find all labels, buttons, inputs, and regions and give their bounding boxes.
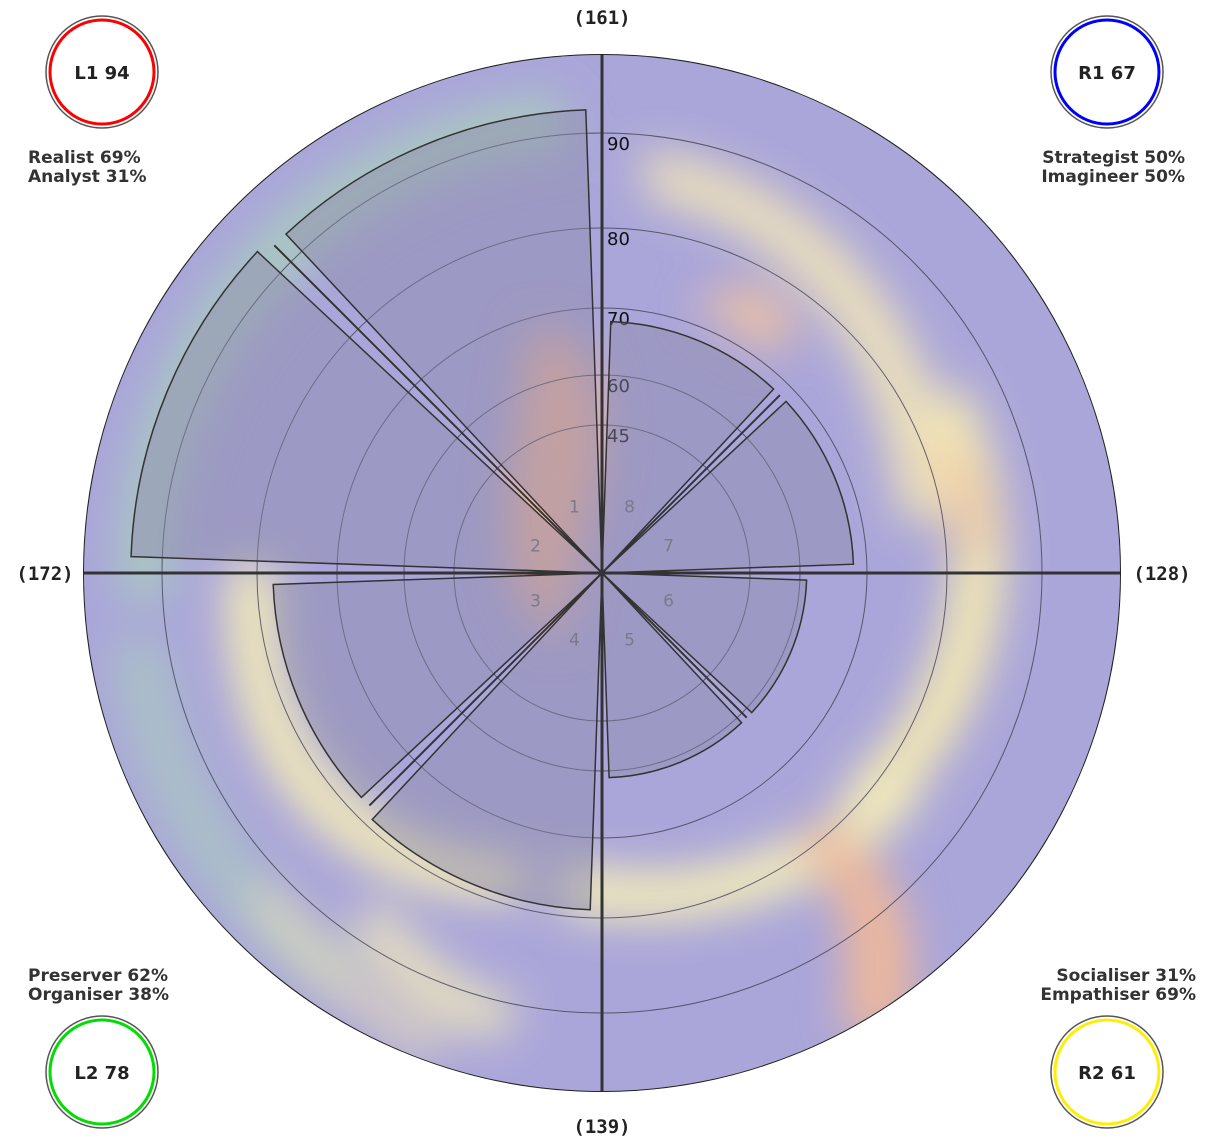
badge-l1-text: L1 94 bbox=[74, 63, 129, 84]
sector-number-5: 5 bbox=[624, 631, 635, 651]
axis-total-bottom: (139) bbox=[573, 1116, 630, 1138]
badge-l2-text: L2 78 bbox=[74, 1063, 129, 1084]
badge-l2: L2 78 bbox=[45, 1015, 159, 1129]
ring-label: 60 bbox=[607, 376, 630, 397]
sector-number-8: 8 bbox=[624, 498, 635, 518]
badge-r1-text: R1 67 bbox=[1078, 63, 1136, 84]
sector-number-2: 2 bbox=[530, 536, 541, 556]
sector-6 bbox=[600, 572, 808, 714]
sector-8 bbox=[601, 320, 775, 575]
stat-r1-line1: Strategist 50% bbox=[1042, 148, 1185, 168]
axes bbox=[84, 55, 1120, 1091]
stat-l1-line1: Realist 69% bbox=[28, 148, 141, 168]
badge-r1: R1 67 bbox=[1050, 15, 1164, 129]
sector-number-6: 6 bbox=[663, 592, 674, 612]
ring-label: 70 bbox=[607, 309, 630, 330]
sector-1 bbox=[284, 109, 603, 575]
sector-divider bbox=[273, 244, 603, 574]
sector-numbers: 1 2 3 4 5 6 7 8 bbox=[530, 498, 674, 651]
badge-l1: L1 94 bbox=[45, 15, 159, 129]
axis-total-right: (128) bbox=[1133, 563, 1190, 585]
sector-divider bbox=[368, 572, 603, 807]
axis-total-left: (172) bbox=[16, 563, 73, 585]
stat-l2-line2: Organiser 38% bbox=[28, 985, 169, 1005]
stat-r1-line2: Imagineer 50% bbox=[1041, 167, 1185, 187]
sector-5 bbox=[601, 571, 743, 779]
sector-number-4: 4 bbox=[569, 631, 580, 651]
sector-divider bbox=[601, 572, 748, 719]
badge-r2: R2 61 bbox=[1050, 1015, 1164, 1129]
sector-3 bbox=[272, 572, 604, 799]
sector-4 bbox=[371, 571, 603, 911]
sector-divider bbox=[601, 394, 781, 574]
badge-r2-text: R2 61 bbox=[1078, 1063, 1136, 1084]
stat-r2-line2: Empathiser 69% bbox=[1040, 985, 1196, 1005]
axis-total-top: (161) bbox=[573, 7, 630, 29]
ring-label: 90 bbox=[607, 134, 630, 155]
stat-l1-line2: Analyst 31% bbox=[28, 167, 147, 187]
sector-number-7: 7 bbox=[663, 536, 674, 556]
sector-number-1: 1 bbox=[569, 498, 580, 518]
sector-2 bbox=[130, 250, 604, 574]
stat-l2-line1: Preserver 62% bbox=[28, 966, 168, 986]
sector-number-3: 3 bbox=[530, 592, 541, 612]
stat-r2-line1: Socialiser 31% bbox=[1056, 966, 1196, 986]
ring-label: 80 bbox=[607, 229, 630, 250]
sectors bbox=[130, 109, 855, 911]
sector-7 bbox=[600, 400, 855, 574]
ring-label: 45 bbox=[607, 426, 630, 447]
